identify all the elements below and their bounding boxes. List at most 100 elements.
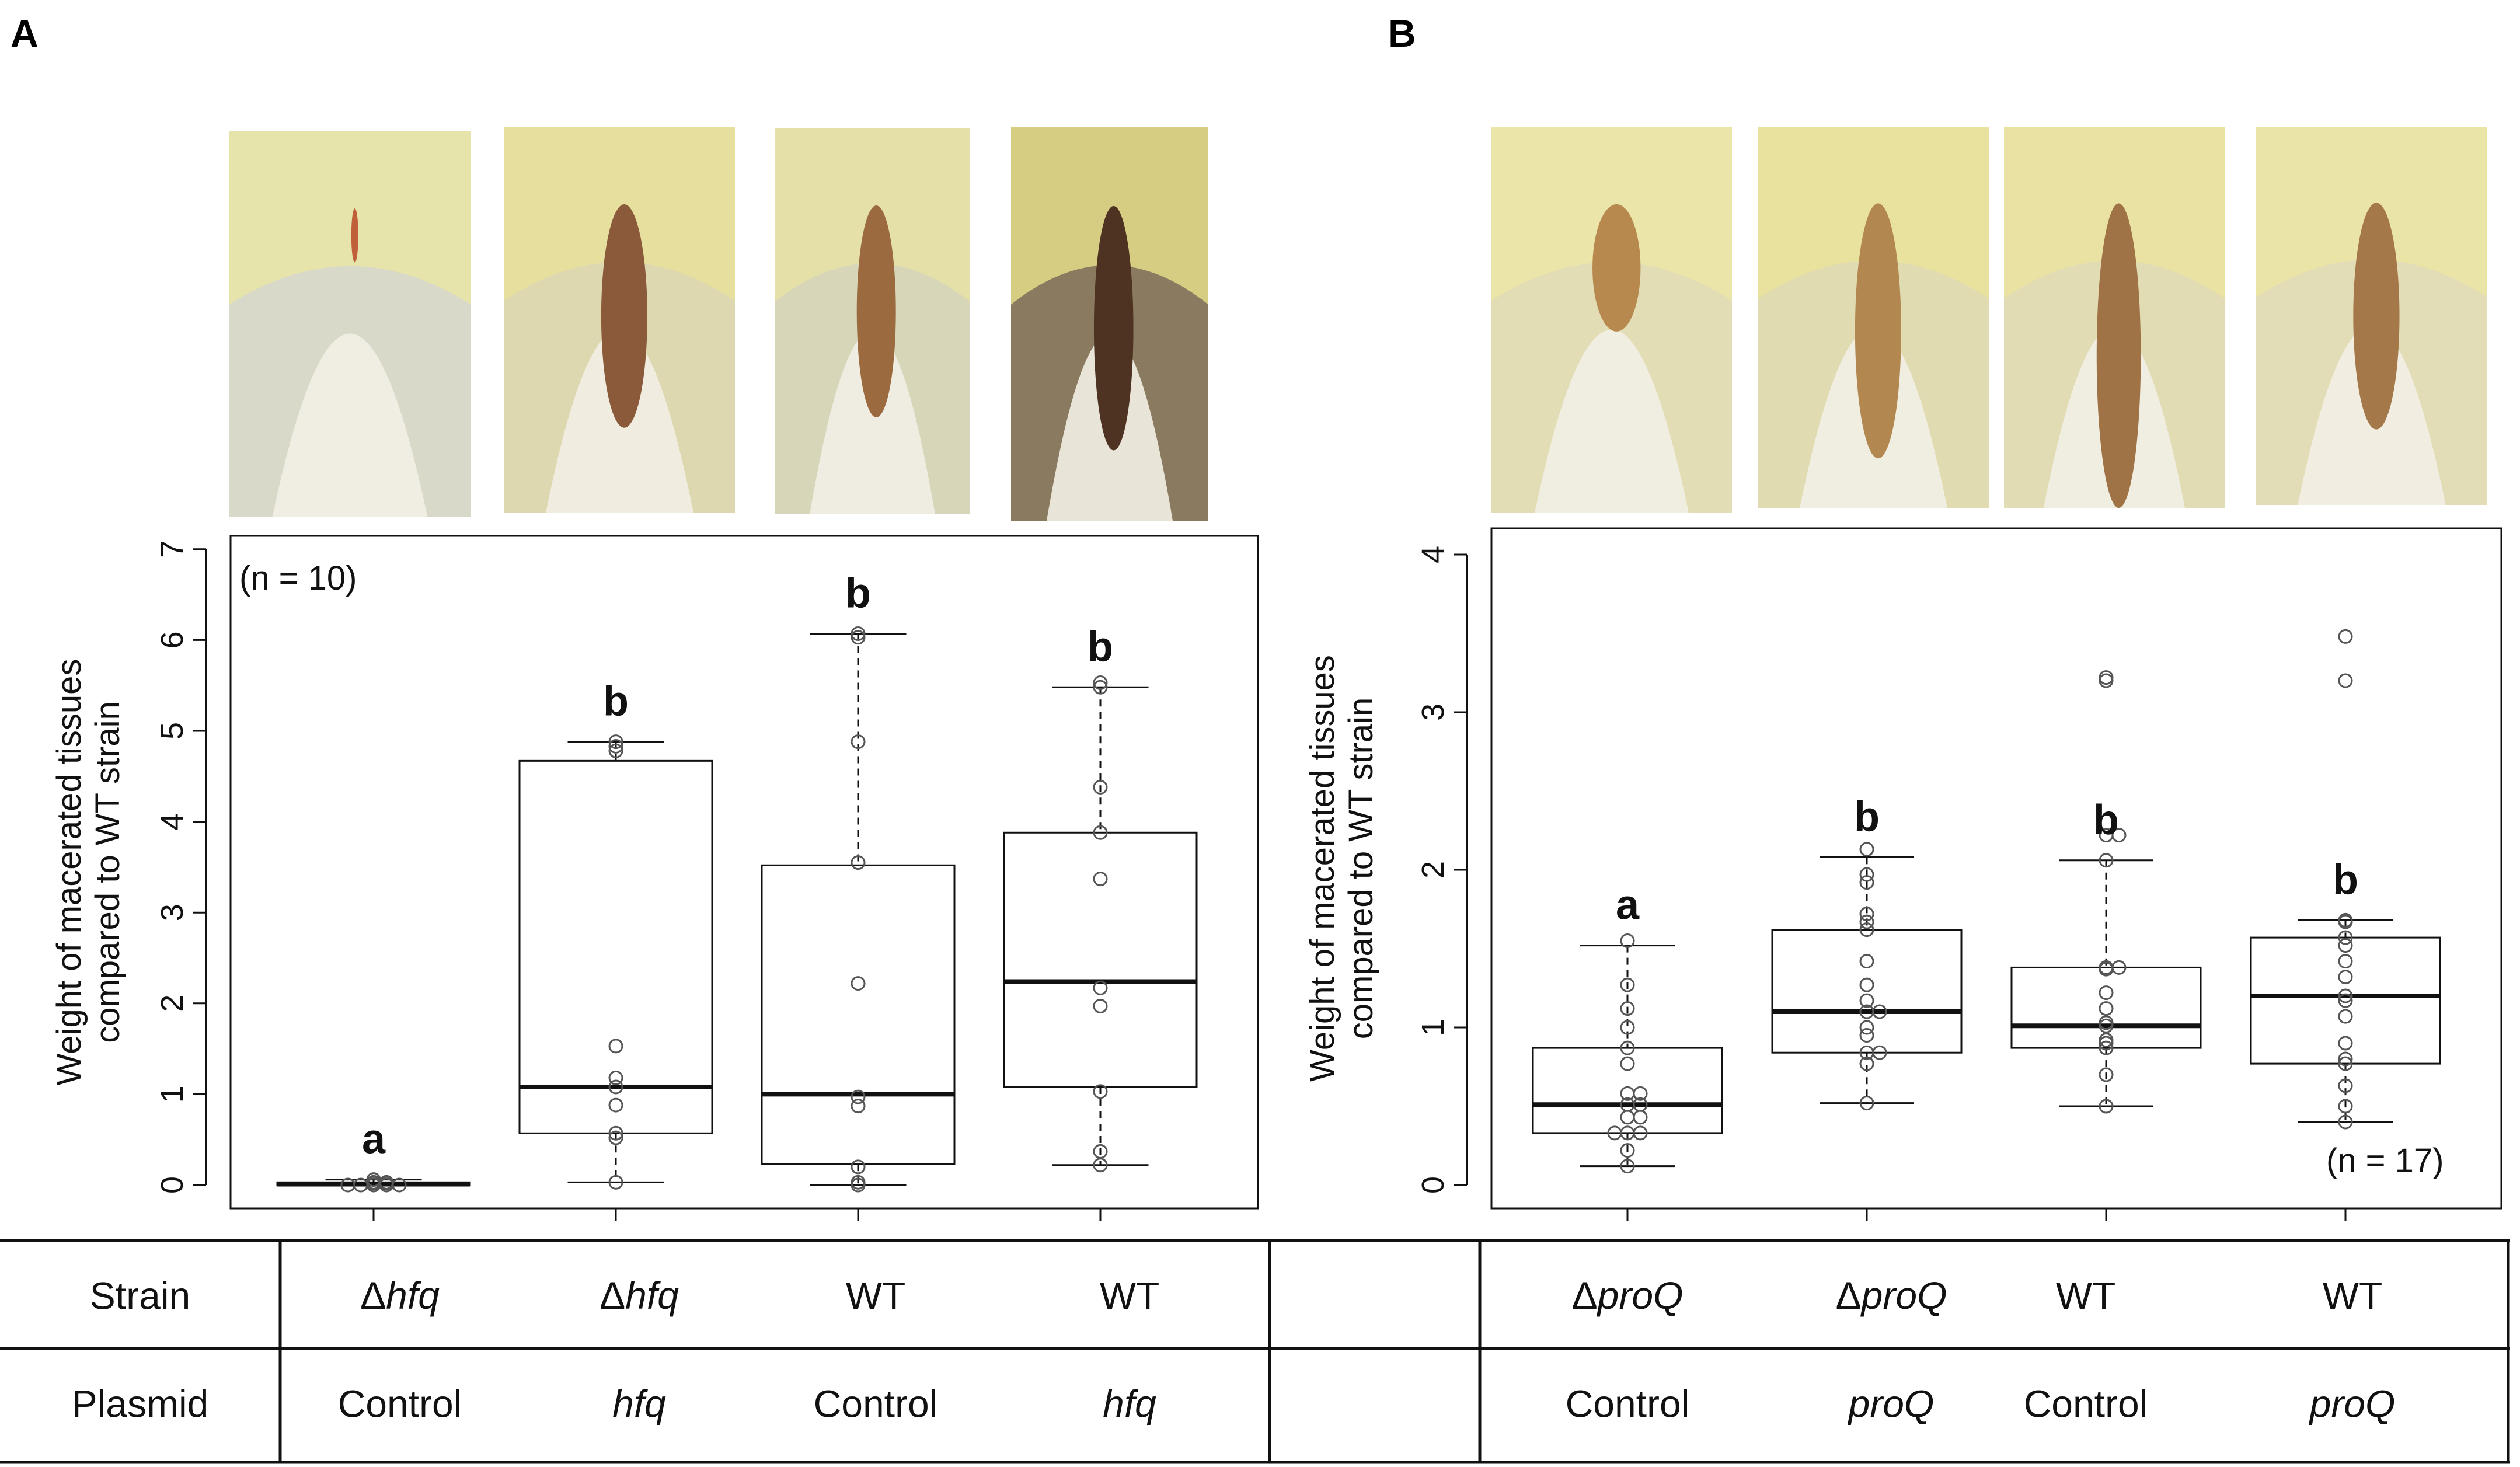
data-point [2338,1114,2353,1130]
data-point [608,1079,623,1095]
data-point [2338,970,2353,985]
gene-name: proQ [1597,1274,1684,1317]
data-point [851,1159,866,1175]
iqr-box [518,759,713,1134]
y-tick-label: 3 [155,904,190,921]
panel-b-strain-cell: WT [2323,1274,2383,1317]
data-point [2338,629,2353,644]
y-tick-label: 2 [155,995,190,1012]
photo-leaf-midrib [1535,329,1689,513]
y-tick-label: 2 [1416,861,1451,879]
box-group-2: b [518,678,713,1190]
significance-letter: b [2093,797,2119,844]
data-point [1620,1056,1635,1071]
panel-b-strain-cell: WT [2056,1274,2116,1317]
data-point [2099,1067,2114,1082]
data-point [1859,922,1874,938]
data-point [1620,1143,1635,1158]
data-point [1859,907,1874,922]
photo-lesion [1592,204,1641,332]
data-point [2099,670,2114,685]
data-point [2099,673,2114,688]
strain-row-label: Strain [90,1274,190,1317]
data-point [851,1089,866,1104]
data-point [2111,960,2127,975]
panel-a-plasmid-cell: Control [338,1382,462,1425]
data-point [851,626,866,642]
data-point [2338,1099,2353,1114]
data-point [2099,853,2114,868]
panel-b-plasmid-cell: Control [2024,1382,2148,1425]
data-point [2099,1001,2114,1016]
data-point [1620,1040,1635,1055]
data-point [1093,1084,1108,1099]
data-point [1093,680,1108,695]
data-point [608,1175,623,1190]
delta-symbol: Δ [1836,1274,1862,1317]
delta-symbol: Δ [599,1274,625,1317]
data-point [608,734,623,750]
panel-a-strain-cell: WT [846,1274,906,1317]
box-group-1: a [276,1116,471,1193]
photo-leaf-blade [229,131,471,305]
panel-b-strain-cell: ΔproQ [1572,1274,1684,1317]
data-point [1633,1097,1648,1112]
data-point [1859,842,1874,857]
data-point [2338,993,2353,1008]
data-point [1620,933,1635,948]
data-point [1859,875,1874,890]
significance-letter: a [362,1116,386,1163]
y-tick-label: 0 [1416,1176,1451,1194]
data-point [2338,1056,2353,1071]
y-tick-label: 5 [155,722,190,740]
y-tick-label: 3 [1416,703,1451,721]
photo-lesion [1855,203,1901,459]
data-point [851,1175,866,1190]
data-point [1859,1056,1874,1071]
panel-a-plasmid-cell: hfq [1103,1382,1156,1425]
box-group-3: b [761,570,956,1193]
data-point [608,743,623,758]
data-point [1872,1045,1887,1060]
plasmid-row-label: Plasmid [72,1382,209,1425]
data-point [2099,1099,2114,1114]
data-point [2338,912,2353,928]
data-point [2111,828,2127,843]
data-point [2338,1036,2353,1051]
data-point [608,1070,623,1085]
data-point [608,1130,623,1145]
photo-leaf-midrib [810,330,935,514]
y-axis-label-line-1: Weight of macerated tissues [50,659,88,1086]
data-point [2338,988,2353,1003]
data-point [1859,977,1874,992]
panel-a-letter: A [11,12,39,55]
leaf-photo-b-3 [2004,127,2225,508]
panel-b-plasmid-cell: Control [1566,1382,1690,1425]
panel-b-strain-cell: ΔproQ [1836,1274,1947,1317]
gene-name: proQ [1860,1274,1947,1317]
data-point [2099,1040,2114,1055]
data-point [1872,1004,1887,1019]
data-point [608,1039,623,1054]
leaf-photo-a-2 [504,127,735,513]
plot-frame [229,535,1259,1210]
data-point [608,1125,623,1141]
box-group-1: a [1532,882,1723,1174]
strain-plasmid-table: Strain Plasmid Δhfq Control Δhfq hfq WT Control… [0,1239,2510,1464]
box-group-4: b [1003,623,1198,1173]
chart-panel-a: 0 1 2 3 4 5 6 7 Weight of macerated tissues compa… [50,535,1259,1221]
panel-a-strain-cell: Δhfq [360,1274,440,1317]
data-point [851,630,866,645]
leaf-photo-b-4 [2256,127,2487,505]
data-point [1620,977,1635,992]
panel-a-plasmid-cell: hfq [612,1382,666,1425]
y-tick-label: 1 [1416,1019,1451,1036]
data-point [2338,930,2353,945]
sample-size-label: (n = 17) [2326,1142,2444,1180]
data-point [366,1172,381,1187]
data-point [1859,1020,1874,1035]
panel-b-letter: B [1388,12,1416,55]
panel-b-plasmid-cell: proQ [1848,1382,1935,1425]
panel-a-strain-cell: WT [1100,1274,1160,1317]
